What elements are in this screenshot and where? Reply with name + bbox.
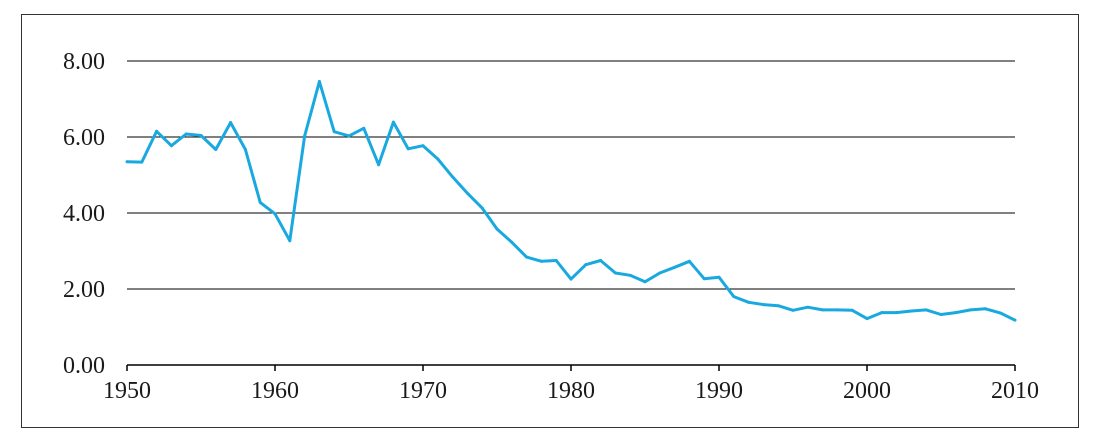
data-point	[554, 259, 558, 262]
data-point	[969, 308, 973, 312]
data-point	[776, 304, 780, 308]
data-point	[140, 160, 144, 164]
data-point	[421, 144, 425, 148]
data-point	[258, 200, 262, 204]
data-point	[880, 311, 884, 315]
data-point	[643, 280, 647, 284]
data-point	[998, 311, 1002, 315]
data-point	[377, 163, 381, 167]
data-point	[924, 308, 928, 312]
data-point	[628, 273, 632, 277]
data-point	[584, 263, 588, 267]
data-point	[983, 307, 987, 311]
data-point	[850, 308, 854, 312]
data-point	[362, 126, 366, 130]
data-point	[835, 308, 839, 312]
data-point	[332, 130, 336, 134]
data-point	[599, 259, 603, 262]
data-point	[451, 175, 455, 179]
chart-border	[21, 14, 1079, 428]
data-point	[613, 271, 617, 275]
data-point	[288, 239, 292, 243]
data-point	[169, 144, 173, 148]
x-tick-label: 1960	[251, 378, 299, 404]
data-point	[865, 317, 869, 321]
data-point	[229, 121, 233, 125]
x-tick-label: 2010	[991, 378, 1039, 404]
y-tick-label: 8.00	[63, 49, 105, 75]
data-point	[673, 265, 677, 269]
data-point	[347, 134, 351, 138]
data-point	[525, 255, 529, 259]
data-point	[702, 277, 706, 281]
data-point	[406, 147, 410, 151]
data-point	[273, 212, 277, 216]
x-tick-label: 1950	[103, 378, 151, 404]
data-point	[569, 277, 573, 281]
x-tick-label: 2000	[843, 378, 891, 404]
data-point	[391, 120, 395, 124]
y-tick-label: 4.00	[63, 201, 105, 227]
data-point	[732, 295, 736, 299]
data-point	[909, 309, 913, 313]
data-point	[717, 275, 721, 279]
data-point	[436, 157, 440, 161]
data-point	[199, 133, 203, 137]
y-tick-labels: 0.00 2.00 4.00 6.00 8.00	[63, 49, 105, 379]
data-point	[125, 160, 129, 164]
data-point	[747, 300, 751, 304]
y-tick-label: 2.00	[63, 277, 105, 303]
x-tick-label: 1980	[547, 378, 595, 404]
x-tick-labels: 1950 1960 1970 1980 1990 2000 2010	[103, 378, 1039, 404]
data-point	[939, 312, 943, 316]
grid-lines	[126, 60, 1016, 371]
data-point	[539, 259, 543, 263]
data-point	[895, 311, 899, 315]
x-tick-label: 1990	[695, 378, 743, 404]
data-point	[1013, 318, 1017, 322]
series-line-0	[126, 80, 1016, 322]
data-point	[214, 148, 218, 152]
data-point	[821, 308, 825, 312]
data-point	[806, 305, 810, 309]
data-point	[155, 129, 159, 133]
data-point	[243, 148, 247, 152]
data-point	[761, 303, 765, 307]
data-point	[317, 80, 321, 84]
data-point	[480, 206, 484, 210]
x-tick-label: 1970	[399, 378, 447, 404]
data-point	[658, 271, 662, 275]
data-point	[791, 308, 795, 312]
data-point	[495, 227, 499, 231]
series-group	[125, 80, 1017, 322]
data-point	[465, 191, 469, 195]
data-point	[184, 132, 188, 136]
data-point	[303, 134, 307, 138]
data-point	[510, 240, 514, 244]
y-tick-label: 6.00	[63, 125, 105, 151]
y-tick-label: 0.00	[63, 353, 105, 379]
data-point	[954, 311, 958, 315]
data-point	[687, 259, 691, 263]
